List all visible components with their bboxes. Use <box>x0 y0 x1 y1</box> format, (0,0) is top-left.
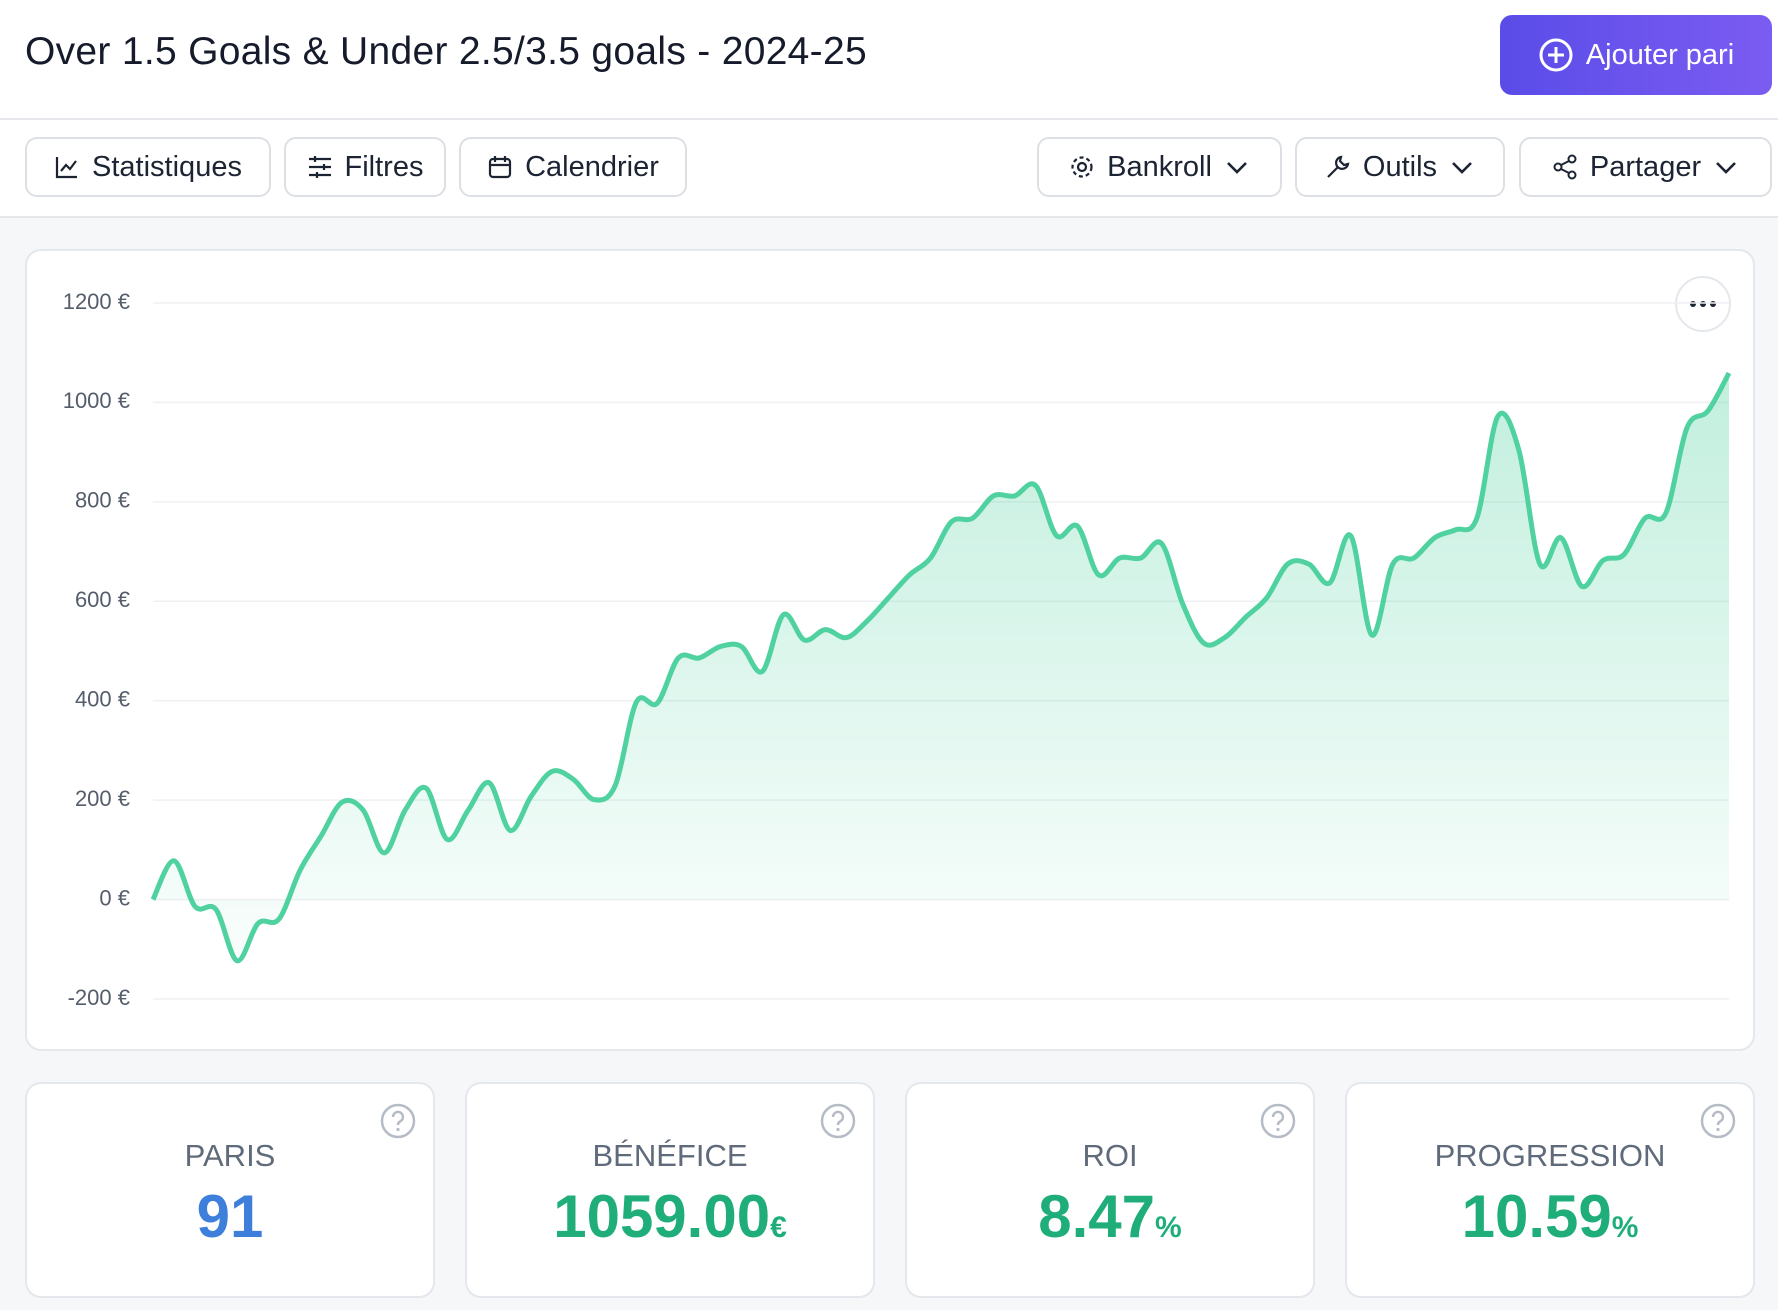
add-bet-button[interactable]: Ajouter pari <box>1500 15 1772 95</box>
share-button[interactable]: Partager <box>1519 137 1772 197</box>
plus-icon <box>1539 38 1573 72</box>
y-tick-label: 200 € <box>75 786 130 811</box>
calendar-icon <box>488 156 512 179</box>
sliders-icon <box>308 156 331 178</box>
stat-value: 10.59% <box>1347 1182 1753 1251</box>
help-icon[interactable] <box>819 1102 857 1140</box>
stat-value: 1059.00€ <box>467 1182 873 1251</box>
y-tick-label: 1000 € <box>63 388 130 413</box>
y-tick-label: 600 € <box>75 587 130 612</box>
button-label: Calendrier <box>525 150 659 183</box>
stat-number: 10.59 <box>1461 1183 1612 1250</box>
help-icon[interactable] <box>1699 1102 1737 1140</box>
help-icon[interactable] <box>379 1102 417 1140</box>
stat-value: 8.47% <box>907 1182 1313 1251</box>
stat-label: PARIS <box>184 1138 276 1173</box>
help-icon[interactable] <box>1259 1102 1297 1140</box>
button-label: Bankroll <box>1107 150 1212 183</box>
wrench-icon <box>1327 155 1350 178</box>
chevron-icon <box>1716 162 1737 174</box>
stat-label: ROI <box>1082 1138 1138 1173</box>
page-title: Over 1.5 Goals & Under 2.5/3.5 goals - 2… <box>25 30 867 73</box>
button-label: Partager <box>1589 150 1702 183</box>
y-tick-label: 0 € <box>99 885 130 910</box>
button-label: Filtres <box>344 150 424 183</box>
gear-icon <box>1071 156 1093 178</box>
stat-card: PROGRESSION 10.59% <box>1345 1082 1755 1298</box>
bankroll-button[interactable]: Bankroll <box>1037 137 1282 197</box>
chart-icon <box>55 157 78 179</box>
button-label: Outils <box>1362 150 1438 183</box>
stat-number: 91 <box>196 1183 264 1250</box>
chevron-icon <box>1226 162 1247 174</box>
filters-button[interactable]: Filtres <box>284 137 446 197</box>
calendar-button[interactable]: Calendrier <box>459 137 687 197</box>
add-bet-label: Ajouter pari <box>1585 38 1735 71</box>
tools-button[interactable]: Outils <box>1295 137 1505 197</box>
y-tick-label: 400 € <box>75 687 130 712</box>
share-icon <box>1553 154 1577 180</box>
stat-number: 1059.00 <box>553 1183 771 1250</box>
stat-card: BÉNÉFICE 1059.00€ <box>465 1082 875 1298</box>
stat-unit: € <box>770 1211 787 1244</box>
stat-label: PROGRESSION <box>1434 1138 1666 1173</box>
more-button[interactable] <box>1675 276 1731 332</box>
stat-number: 8.47 <box>1038 1183 1156 1250</box>
chart-card: -200 € 0 € 200 € 400 € 600 € 800 € 1000 € 1200 … <box>25 249 1755 1051</box>
stat-value: 91 <box>27 1182 433 1251</box>
chart: -200 € 0 € 200 € 400 € 600 € 800 € 1000 € 1200 … <box>63 276 1732 1010</box>
line <box>150 371 1732 964</box>
stat-card: PARIS 91 <box>25 1082 435 1298</box>
y-tick-label: 800 € <box>75 488 130 513</box>
button-label: Statistiques <box>92 150 242 183</box>
stat-label: BÉNÉFICE <box>592 1138 748 1173</box>
toolbar: Statistiques Filtres Calendrier Bankroll… <box>0 120 1778 218</box>
chevron-icon <box>1452 162 1472 174</box>
stat-unit: % <box>1611 1211 1639 1244</box>
stat-card: ROI 8.47% <box>905 1082 1315 1298</box>
y-tick-label: 1200 € <box>63 289 130 314</box>
area-fill <box>153 373 1729 961</box>
header: Over 1.5 Goals & Under 2.5/3.5 goals - 2… <box>0 0 1778 120</box>
stat-unit: % <box>1155 1211 1182 1244</box>
y-tick-label: -200 € <box>68 985 130 1010</box>
stats-button[interactable]: Statistiques <box>25 137 271 197</box>
